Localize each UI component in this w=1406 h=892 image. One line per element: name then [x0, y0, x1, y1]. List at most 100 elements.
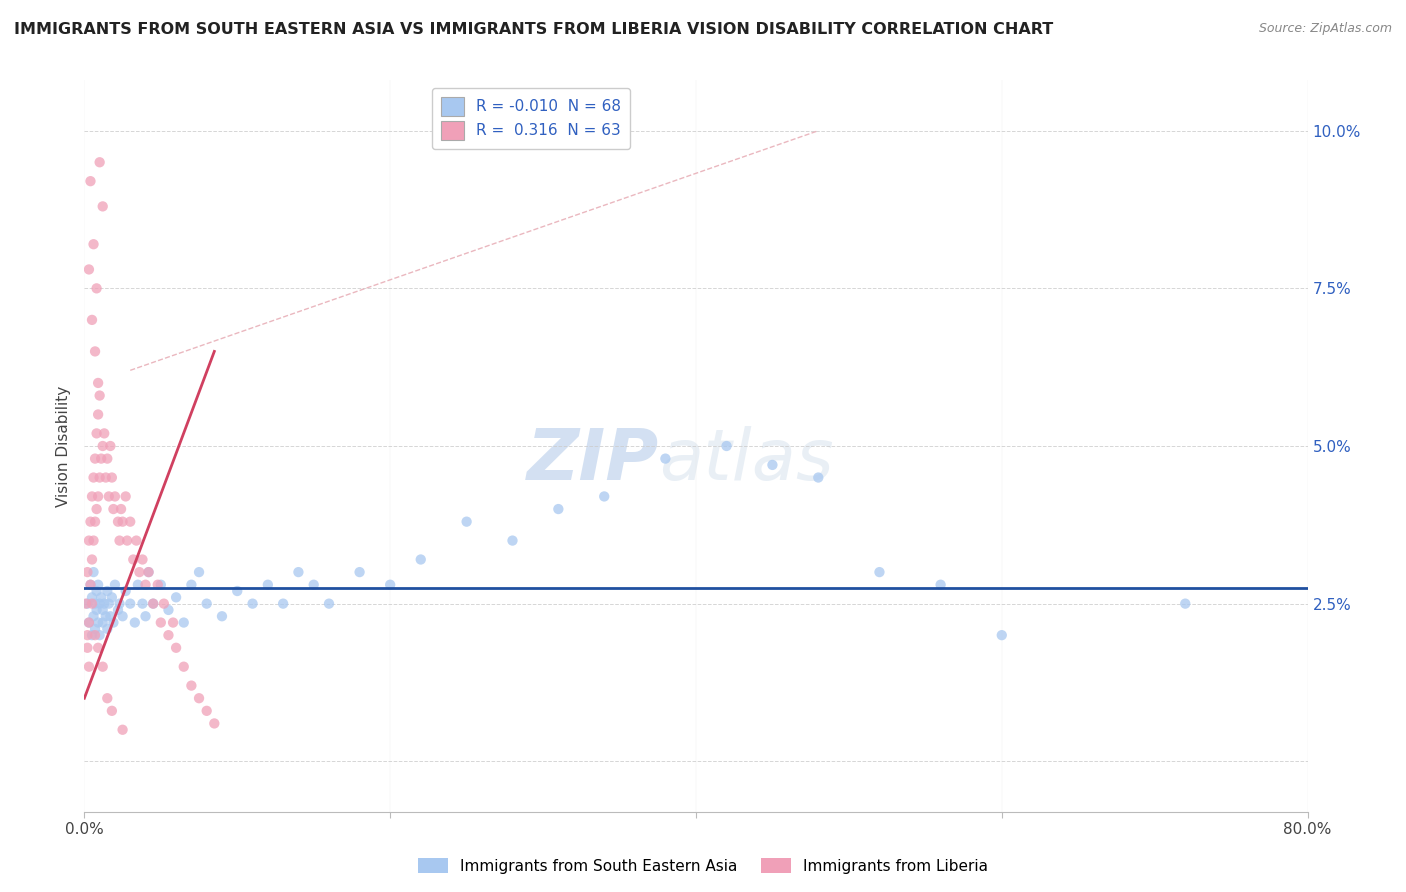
Point — [97, 490, 120, 504]
Point — [98, 439, 121, 453]
Point — [135, 578, 157, 592]
Point — [79, 578, 101, 592]
Point — [128, 565, 150, 579]
Point — [114, 584, 136, 599]
Point — [83, 609, 105, 624]
Point — [87, 578, 110, 592]
Point — [226, 584, 249, 599]
Point — [142, 597, 165, 611]
Legend: R = -0.010  N = 68, R =  0.316  N = 63: R = -0.010 N = 68, R = 0.316 N = 63 — [432, 88, 630, 149]
Text: atlas: atlas — [659, 426, 834, 495]
Point — [75, 597, 97, 611]
Point — [80, 313, 103, 327]
Point — [83, 237, 105, 252]
Point — [271, 597, 294, 611]
Point — [77, 615, 100, 630]
Point — [120, 597, 142, 611]
Point — [83, 565, 105, 579]
Point — [103, 502, 125, 516]
Point — [80, 552, 103, 566]
Point — [242, 597, 264, 611]
Point — [165, 640, 187, 655]
Point — [83, 470, 105, 484]
Legend: Immigrants from South Eastern Asia, Immigrants from Liberia: Immigrants from South Eastern Asia, Immi… — [412, 852, 994, 880]
Text: IMMIGRANTS FROM SOUTH EASTERN ASIA VS IMMIGRANTS FROM LIBERIA VISION DISABILITY : IMMIGRANTS FROM SOUTH EASTERN ASIA VS IM… — [14, 22, 1053, 37]
Point — [110, 502, 132, 516]
Text: Source: ZipAtlas.com: Source: ZipAtlas.com — [1258, 22, 1392, 36]
Point — [86, 502, 108, 516]
Point — [103, 615, 125, 630]
Point — [97, 597, 120, 611]
Point — [101, 470, 124, 484]
Point — [111, 515, 134, 529]
Point — [929, 578, 952, 592]
Point — [180, 578, 202, 592]
Point — [87, 376, 110, 390]
Point — [318, 597, 340, 611]
Point — [84, 515, 107, 529]
Point — [807, 470, 830, 484]
Point — [87, 408, 110, 422]
Point — [91, 199, 114, 213]
Point — [547, 502, 569, 516]
Point — [80, 628, 103, 642]
Point — [91, 615, 114, 630]
Point — [108, 533, 131, 548]
Point — [91, 439, 114, 453]
Point — [593, 490, 616, 504]
Point — [89, 470, 111, 484]
Point — [180, 679, 202, 693]
Point — [84, 622, 107, 636]
Point — [87, 490, 110, 504]
Point — [79, 174, 101, 188]
Point — [502, 533, 524, 548]
Point — [157, 628, 180, 642]
Point — [380, 578, 402, 592]
Point — [76, 640, 98, 655]
Point — [77, 615, 100, 630]
Point — [165, 591, 187, 605]
Point — [287, 565, 309, 579]
Point — [716, 439, 738, 453]
Point — [349, 565, 371, 579]
Point — [90, 451, 112, 466]
Point — [93, 597, 115, 611]
Point — [84, 344, 107, 359]
Point — [409, 552, 432, 566]
Point — [104, 490, 127, 504]
Point — [157, 603, 180, 617]
Point — [91, 659, 114, 673]
Point — [89, 388, 111, 402]
Point — [86, 426, 108, 441]
Point — [211, 609, 233, 624]
Point — [76, 597, 98, 611]
Point — [456, 515, 478, 529]
Point — [120, 515, 142, 529]
Point — [257, 578, 280, 592]
Point — [96, 451, 118, 466]
Point — [107, 603, 129, 617]
Point — [302, 578, 325, 592]
Point — [173, 659, 195, 673]
Point — [131, 597, 153, 611]
Point — [111, 723, 134, 737]
Point — [869, 565, 891, 579]
Point — [142, 597, 165, 611]
Point — [96, 691, 118, 706]
Point — [188, 691, 211, 706]
Point — [1174, 597, 1197, 611]
Point — [138, 565, 160, 579]
Point — [90, 591, 112, 605]
Point — [146, 578, 169, 592]
Point — [89, 597, 111, 611]
Point — [86, 281, 108, 295]
Point — [80, 597, 103, 611]
Point — [80, 490, 103, 504]
Point — [89, 628, 111, 642]
Point — [93, 426, 115, 441]
Point — [108, 597, 131, 611]
Text: ZIP: ZIP — [527, 426, 659, 495]
Point — [77, 262, 100, 277]
Point — [991, 628, 1014, 642]
Point — [96, 622, 118, 636]
